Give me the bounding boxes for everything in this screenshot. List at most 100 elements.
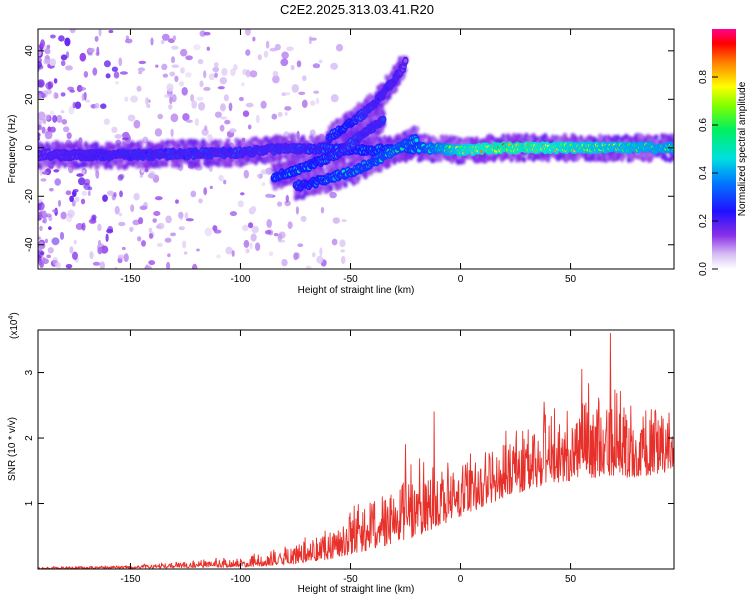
halo-blob xyxy=(83,161,89,168)
noise-blob xyxy=(165,215,172,224)
halo-blob xyxy=(187,138,192,145)
halo-blob xyxy=(640,133,645,140)
noise-blob xyxy=(170,232,176,237)
noise-blob xyxy=(94,102,100,109)
noise-blob xyxy=(119,71,128,75)
noise-blob xyxy=(199,30,206,37)
halo-blob xyxy=(328,184,333,191)
noise-blob xyxy=(225,246,233,255)
noise-blob xyxy=(206,46,210,51)
halo-blob xyxy=(363,172,369,179)
noise-blob xyxy=(69,29,76,34)
noise-blob xyxy=(340,255,346,265)
noise-blob xyxy=(203,86,211,91)
noise-blob xyxy=(111,126,118,133)
noise-blob xyxy=(81,190,87,196)
noise-blob xyxy=(153,211,161,216)
noise-blob xyxy=(271,113,278,120)
noise-blob xyxy=(124,96,129,102)
halo-blob xyxy=(45,141,50,148)
noise-blob xyxy=(42,117,47,125)
noise-blob xyxy=(184,212,189,220)
noise-blob xyxy=(55,262,59,268)
halo-blob xyxy=(506,135,512,142)
noise-blob xyxy=(111,66,118,72)
noise-blob xyxy=(248,222,254,229)
noise-blob xyxy=(180,48,188,57)
noise-blob xyxy=(273,233,279,237)
halo-blob xyxy=(296,193,301,200)
noise-blob xyxy=(97,223,102,232)
noise-blob xyxy=(60,54,68,61)
noise-blob xyxy=(41,210,47,217)
halo-blob xyxy=(587,156,593,163)
noise-blob xyxy=(301,99,308,109)
halo-blob xyxy=(490,135,495,141)
noise-blob xyxy=(136,85,142,92)
noise-blob xyxy=(330,94,339,103)
noise-blob xyxy=(164,237,172,243)
noise-blob xyxy=(41,171,49,175)
noise-blob xyxy=(49,188,54,192)
halo-blob xyxy=(526,135,531,142)
noise-blob xyxy=(284,106,292,111)
main-trace-series xyxy=(38,141,674,162)
halo-blob xyxy=(422,133,427,140)
noise-blob xyxy=(203,187,208,196)
noise-blob xyxy=(268,251,274,257)
noise-blob xyxy=(38,202,42,211)
noise-blob xyxy=(243,169,249,179)
noise-blob xyxy=(169,71,176,77)
noise-blob xyxy=(251,225,259,234)
noise-blob xyxy=(71,200,76,207)
noise-blob xyxy=(296,60,302,68)
noise-blob xyxy=(167,253,171,258)
noise-blob xyxy=(78,86,87,91)
noise-blob xyxy=(122,137,129,141)
noise-blob xyxy=(180,67,185,74)
noise-blob xyxy=(197,58,204,65)
noise-blob xyxy=(140,166,145,174)
noise-blob xyxy=(79,52,87,62)
noise-blob xyxy=(203,31,211,36)
noise-blob xyxy=(64,37,71,47)
noise-blob xyxy=(168,104,173,110)
noise-blob xyxy=(38,249,44,258)
noise-blob xyxy=(106,190,114,196)
noise-blob xyxy=(284,200,291,207)
noise-blob xyxy=(138,217,144,225)
noise-blob xyxy=(74,101,82,109)
noise-blob xyxy=(145,264,149,269)
noise-blob xyxy=(182,240,187,249)
noise-blob xyxy=(72,101,76,109)
halo-blob xyxy=(228,161,233,168)
noise-blob xyxy=(290,65,295,71)
noise-blob xyxy=(155,64,159,68)
noise-blob xyxy=(114,134,123,139)
noise-blob xyxy=(38,132,41,137)
noise-blob xyxy=(69,195,74,202)
halo-blob xyxy=(619,136,625,143)
halo-blob xyxy=(303,190,308,197)
noise-blob xyxy=(137,67,146,72)
noise-blob xyxy=(81,93,85,101)
noise-blob xyxy=(47,126,52,132)
noise-blob xyxy=(212,66,220,73)
noise-blob xyxy=(103,118,110,125)
halo-blob xyxy=(51,159,56,166)
noise-blob xyxy=(65,264,73,269)
noise-blob xyxy=(196,248,200,252)
noise-blob xyxy=(117,254,125,260)
noise-blob xyxy=(255,114,260,124)
noise-blob xyxy=(174,75,179,83)
halo-blob xyxy=(116,161,122,168)
halo-blob xyxy=(431,157,436,164)
halo-blob xyxy=(392,87,398,94)
noise-blob xyxy=(261,182,266,187)
halo-blob xyxy=(160,139,165,146)
noise-blob xyxy=(75,223,84,230)
noise-blob xyxy=(302,75,307,82)
noise-blob xyxy=(293,252,299,261)
noise-blob xyxy=(204,227,213,237)
